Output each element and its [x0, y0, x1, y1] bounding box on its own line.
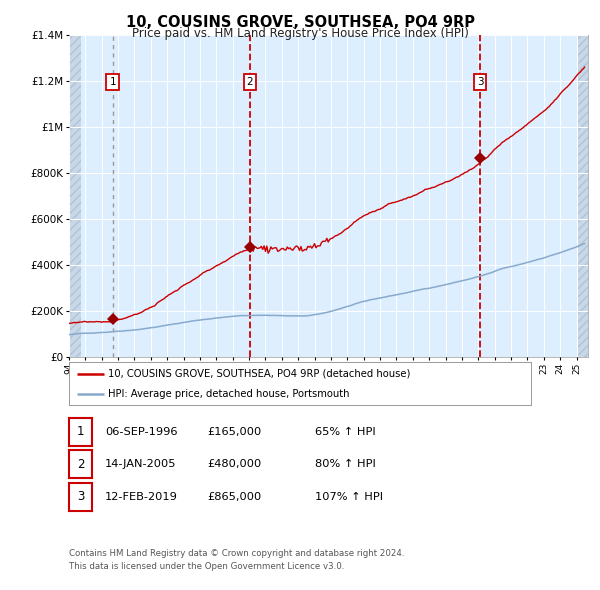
Text: 107% ↑ HPI: 107% ↑ HPI: [315, 492, 383, 502]
Text: 2: 2: [247, 77, 253, 87]
Text: 06-SEP-1996: 06-SEP-1996: [105, 427, 178, 437]
Text: HPI: Average price, detached house, Portsmouth: HPI: Average price, detached house, Port…: [108, 389, 350, 399]
Text: 1: 1: [77, 425, 84, 438]
Text: 14-JAN-2005: 14-JAN-2005: [105, 460, 176, 469]
Bar: [69, 35, 81, 357]
Text: 1: 1: [109, 77, 116, 87]
Text: This data is licensed under the Open Government Licence v3.0.: This data is licensed under the Open Gov…: [69, 562, 344, 571]
Text: 3: 3: [77, 490, 84, 503]
Text: 10, COUSINS GROVE, SOUTHSEA, PO4 9RP: 10, COUSINS GROVE, SOUTHSEA, PO4 9RP: [125, 15, 475, 30]
Text: 3: 3: [477, 77, 484, 87]
Text: 2: 2: [77, 458, 84, 471]
Text: 80% ↑ HPI: 80% ↑ HPI: [315, 460, 376, 469]
Text: £480,000: £480,000: [207, 460, 261, 469]
Text: Price paid vs. HM Land Registry's House Price Index (HPI): Price paid vs. HM Land Registry's House …: [131, 27, 469, 40]
Text: £865,000: £865,000: [207, 492, 261, 502]
Bar: [578, 35, 588, 357]
Text: 65% ↑ HPI: 65% ↑ HPI: [315, 427, 376, 437]
Text: 12-FEB-2019: 12-FEB-2019: [105, 492, 178, 502]
Text: £165,000: £165,000: [207, 427, 261, 437]
Text: 10, COUSINS GROVE, SOUTHSEA, PO4 9RP (detached house): 10, COUSINS GROVE, SOUTHSEA, PO4 9RP (de…: [108, 369, 410, 379]
Text: Contains HM Land Registry data © Crown copyright and database right 2024.: Contains HM Land Registry data © Crown c…: [69, 549, 404, 558]
